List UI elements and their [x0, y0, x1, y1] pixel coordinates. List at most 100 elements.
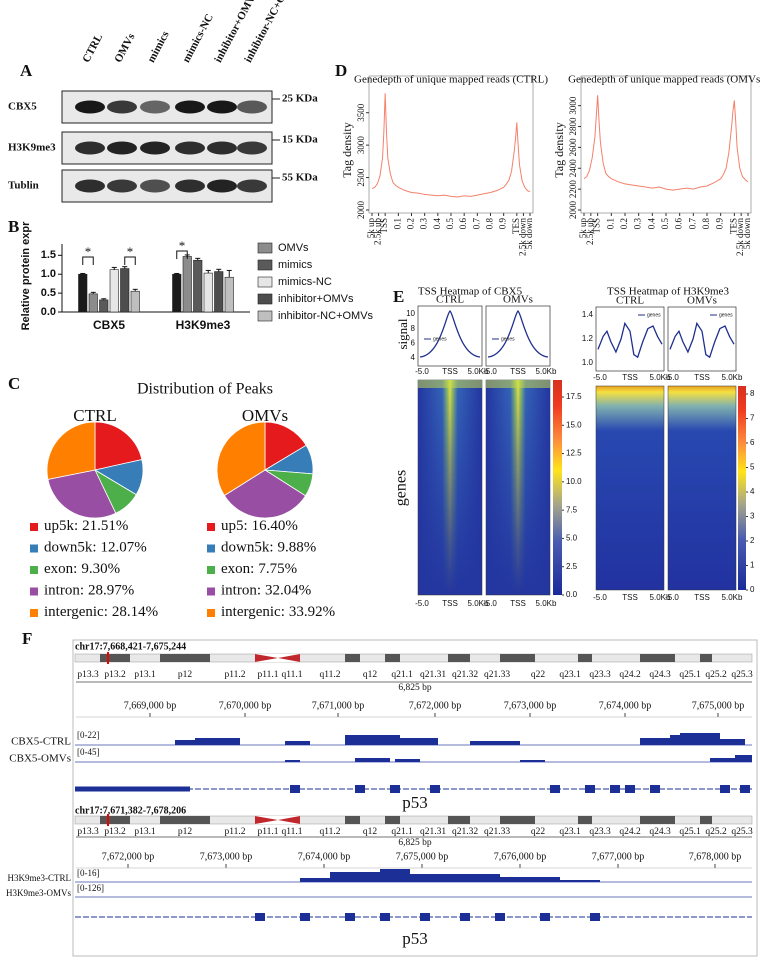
position-label: 7,670,000 bp [219, 700, 272, 711]
y-tick-label: 2500 [356, 168, 366, 187]
y-tick-label: 2600 [568, 138, 578, 157]
profile-legend: genes [501, 336, 515, 342]
profile-tick-label: 1.4 [582, 310, 594, 319]
coverage-block [560, 880, 600, 882]
line [371, 93, 531, 198]
chart-title: Distribution of Peaks [137, 381, 273, 398]
x-tick-label: 0.9 [498, 217, 508, 229]
span-label: 6,825 bp [398, 838, 432, 848]
profile-tick-label: 6 [411, 338, 416, 347]
x-tick-label: 0.5 [445, 218, 455, 230]
blot-band [207, 100, 237, 114]
x-tick-label: 0.8 [701, 218, 711, 230]
y-axis-label: Tag density [340, 122, 354, 177]
x-tick-label: TSS [510, 367, 526, 376]
legend-value: 28.14% [112, 604, 158, 620]
panel-label: D [335, 61, 347, 80]
blot-band [237, 100, 267, 114]
colorbar-tick-label: 5.0 [566, 534, 578, 543]
band-label: q12 [363, 827, 378, 837]
ideogram-band [448, 654, 470, 662]
track-range: [0-45] [77, 747, 100, 757]
bar [172, 273, 182, 313]
position-label: 7,677,000 bp [592, 851, 645, 862]
bar [88, 293, 98, 313]
x-tick-label: 5.0Kb [722, 593, 743, 602]
legend-category: intron: [44, 583, 84, 599]
panel-label: E [393, 287, 404, 306]
marker-label: 55 KDa [282, 172, 318, 184]
legend-swatch [207, 523, 215, 531]
ideogram [74, 653, 753, 663]
y-tick-label: 3000 [356, 136, 366, 155]
band-label: q23.3 [589, 670, 611, 680]
band-label: q21.31 [420, 827, 446, 837]
band-label: p13.1 [134, 670, 156, 680]
profile-legend: genes [433, 336, 447, 342]
colorbar-tick-label: 2 [750, 536, 755, 545]
legend-entry: up5: 16.40% [221, 518, 298, 534]
band-label: q22 [531, 827, 546, 837]
locus-marker [107, 814, 109, 826]
coverage-block [300, 878, 330, 882]
x-tick-label: 5k down [742, 218, 752, 250]
bar [109, 269, 119, 313]
blot-band [75, 141, 105, 155]
x-tick-label: 0.9 [715, 218, 725, 230]
x-tick-label: 0.3 [633, 218, 643, 230]
gene-exon [720, 785, 730, 793]
x-tick-label: TSS [442, 599, 458, 608]
x-tick-label: TSS [694, 373, 710, 382]
x-tick-label: -5.0 [415, 599, 429, 608]
legend-label: inhibitor+OMVs [278, 293, 354, 305]
lane-label: CTRL [80, 32, 105, 65]
x-tick-label: 2.5k up [373, 218, 383, 246]
band-label: q24.3 [649, 827, 671, 837]
colorbar-tick-label: 2.5 [566, 562, 578, 571]
gene-exon [495, 913, 505, 921]
x-tick-label: 0.7 [687, 218, 697, 230]
band-label: q21.32 [452, 670, 478, 680]
legend-label: mimics [278, 259, 313, 271]
gene-label: p53 [402, 929, 428, 948]
bar [99, 299, 109, 313]
blot-band [175, 179, 205, 193]
bar [78, 273, 88, 313]
ideogram-band [385, 816, 400, 824]
x-tick-label: -5.0 [593, 593, 607, 602]
locus: chr17:7,671,382-7,678,206 [75, 805, 186, 816]
x-tick-label: 2.5k up [585, 218, 595, 246]
pie-slice [46, 421, 96, 480]
band-label: p13.1 [134, 827, 156, 837]
bar [224, 276, 234, 313]
band-label: q23.1 [559, 827, 581, 837]
x-tick-label: CBX5 [93, 318, 125, 332]
blot-band [237, 141, 267, 155]
legend-swatch [30, 609, 38, 617]
significance-label: * [85, 244, 92, 259]
blot-band [75, 100, 105, 114]
colorbar-tick-label: 12.5 [566, 449, 582, 458]
significance-bracket [82, 256, 94, 265]
ideogram [74, 815, 753, 825]
x-tick-label: 2.5k down [517, 218, 527, 256]
coverage-block [330, 872, 380, 882]
band-label: p11.1 [257, 827, 278, 837]
bar [182, 256, 192, 313]
gene-exon [590, 913, 600, 921]
position-label: 7,671,000 bp [312, 700, 365, 711]
legend-category: intron: [221, 583, 261, 599]
x-tick-label: -5.0 [593, 373, 607, 382]
legend-swatch [257, 276, 273, 288]
position-label: 7,675,000 bp [396, 851, 449, 862]
bar [193, 259, 203, 313]
y-tick-label: 2400 [568, 159, 578, 178]
band-label: p13.2 [104, 670, 126, 680]
coverage-block [195, 738, 240, 745]
y-tick-label: 2200 [568, 180, 578, 199]
heatmap-title: TSS Heatmap of CBX5 [418, 286, 523, 298]
colorbar-tick-label: 6 [750, 438, 755, 447]
x-tick-label: TES [728, 218, 738, 234]
